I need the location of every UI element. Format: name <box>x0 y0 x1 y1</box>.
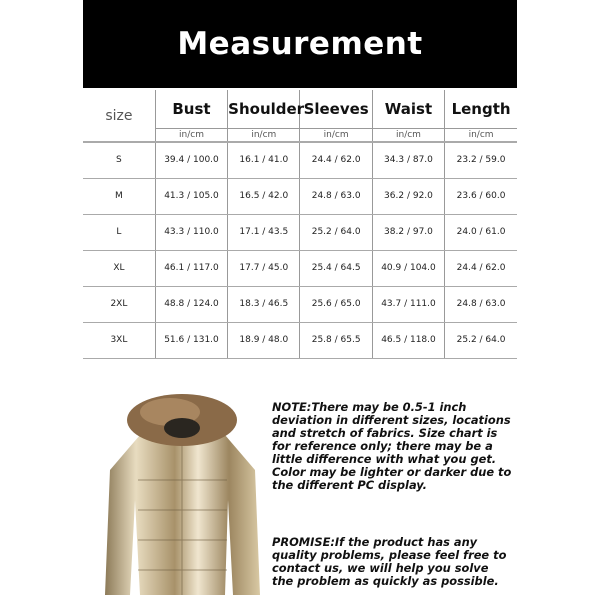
jacket-image <box>105 394 260 595</box>
measurement-cell: 39.4 / 100.0 <box>154 142 228 179</box>
measurement-cell: 25.2 / 64.0 <box>444 322 517 359</box>
measurement-cell: 24.8 / 63.0 <box>299 178 373 215</box>
table-row: L 43.3 / 110.0 17.1 / 43.5 25.2 / 64.0 38.2 … <box>83 214 517 251</box>
table-row: 2XL 48.8 / 124.0 18.3 / 46.5 25.6 / 65.0 43.… <box>83 286 517 323</box>
promise-text: PROMISE:If the product has any quality p… <box>272 535 507 588</box>
size-cell: 2XL <box>83 286 156 323</box>
measurement-cell: 43.3 / 110.0 <box>154 214 228 251</box>
unit-label: in/cm <box>371 127 445 143</box>
measurement-cell: 34.3 / 87.0 <box>371 142 445 179</box>
size-cell: S <box>83 142 156 179</box>
size-cell: XL <box>83 250 156 287</box>
measurement-cell: 25.8 / 65.5 <box>299 322 373 359</box>
unit-blank <box>83 128 156 143</box>
header-size: size <box>105 108 133 124</box>
unit-label: in/cm <box>299 127 373 143</box>
unit-label: in/cm <box>154 127 228 143</box>
measurement-cell: 38.2 / 97.0 <box>371 214 445 251</box>
unit-row: in/cm in/cm in/cm in/cm in/cm <box>83 127 517 143</box>
measurement-cell: 24.4 / 62.0 <box>444 250 517 287</box>
unit-label: in/cm <box>444 127 517 143</box>
measurement-cell: 17.1 / 43.5 <box>227 214 300 251</box>
measurement-cell: 51.6 / 131.0 <box>154 322 228 359</box>
size-cell: 3XL <box>83 322 156 359</box>
table-row: XL 46.1 / 117.0 17.7 / 45.0 25.4 / 64.5 40.9… <box>83 250 517 287</box>
measurement-cell: 16.1 / 41.0 <box>227 142 300 179</box>
measurement-cell: 41.3 / 105.0 <box>154 178 228 215</box>
header-bust: Bust <box>154 90 228 128</box>
measurement-cell: 43.7 / 111.0 <box>371 286 445 323</box>
measurement-cell: 17.7 / 45.0 <box>227 250 300 287</box>
measurement-cell: 23.2 / 59.0 <box>444 142 517 179</box>
measurement-cell: 23.6 / 60.0 <box>444 178 517 215</box>
measurement-cell: 36.2 / 92.0 <box>371 178 445 215</box>
table-row: S 39.4 / 100.0 16.1 / 41.0 24.4 / 62.0 34.3 … <box>83 142 517 179</box>
title-banner: Measurement <box>83 0 517 88</box>
measurement-cell: 24.4 / 62.0 <box>299 142 373 179</box>
page-title: Measurement <box>177 26 423 62</box>
measurement-cell: 16.5 / 42.0 <box>227 178 300 215</box>
size-cell: M <box>83 178 156 215</box>
header-shoulder: Shoulder <box>227 90 304 128</box>
measurement-cell: 24.8 / 63.0 <box>444 286 517 323</box>
measurement-cell: 25.4 / 64.5 <box>299 250 373 287</box>
measurement-cell: 25.2 / 64.0 <box>299 214 373 251</box>
measurement-cell: 24.0 / 61.0 <box>444 214 517 251</box>
measurement-cell: 18.9 / 48.0 <box>227 322 300 359</box>
header-sleeves: Sleeves <box>299 90 373 128</box>
measurement-cell: 48.8 / 124.0 <box>154 286 228 323</box>
measurement-cell: 40.9 / 104.0 <box>371 250 445 287</box>
size-chart-table: size Bust Shoulder Sleeves Waist Length … <box>83 90 517 359</box>
measurement-cell: 46.5 / 118.0 <box>371 322 445 359</box>
table-row: 3XL 51.6 / 131.0 18.9 / 48.0 25.8 / 65.5 46.… <box>83 322 517 359</box>
unit-label: in/cm <box>227 127 300 143</box>
measurement-cell: 25.6 / 65.0 <box>299 286 373 323</box>
header-waist: Waist <box>371 90 445 128</box>
measurement-cell: 46.1 / 117.0 <box>154 250 228 287</box>
header-length: Length <box>444 90 517 128</box>
size-cell: L <box>83 214 156 251</box>
header-row: size Bust Shoulder Sleeves Waist Length <box>83 90 517 128</box>
measurement-cell: 18.3 / 46.5 <box>227 286 300 323</box>
note-text: NOTE:There may be 0.5-1 inch deviation i… <box>272 400 512 492</box>
table-row: M 41.3 / 105.0 16.5 / 42.0 24.8 / 63.0 36.2 … <box>83 178 517 215</box>
